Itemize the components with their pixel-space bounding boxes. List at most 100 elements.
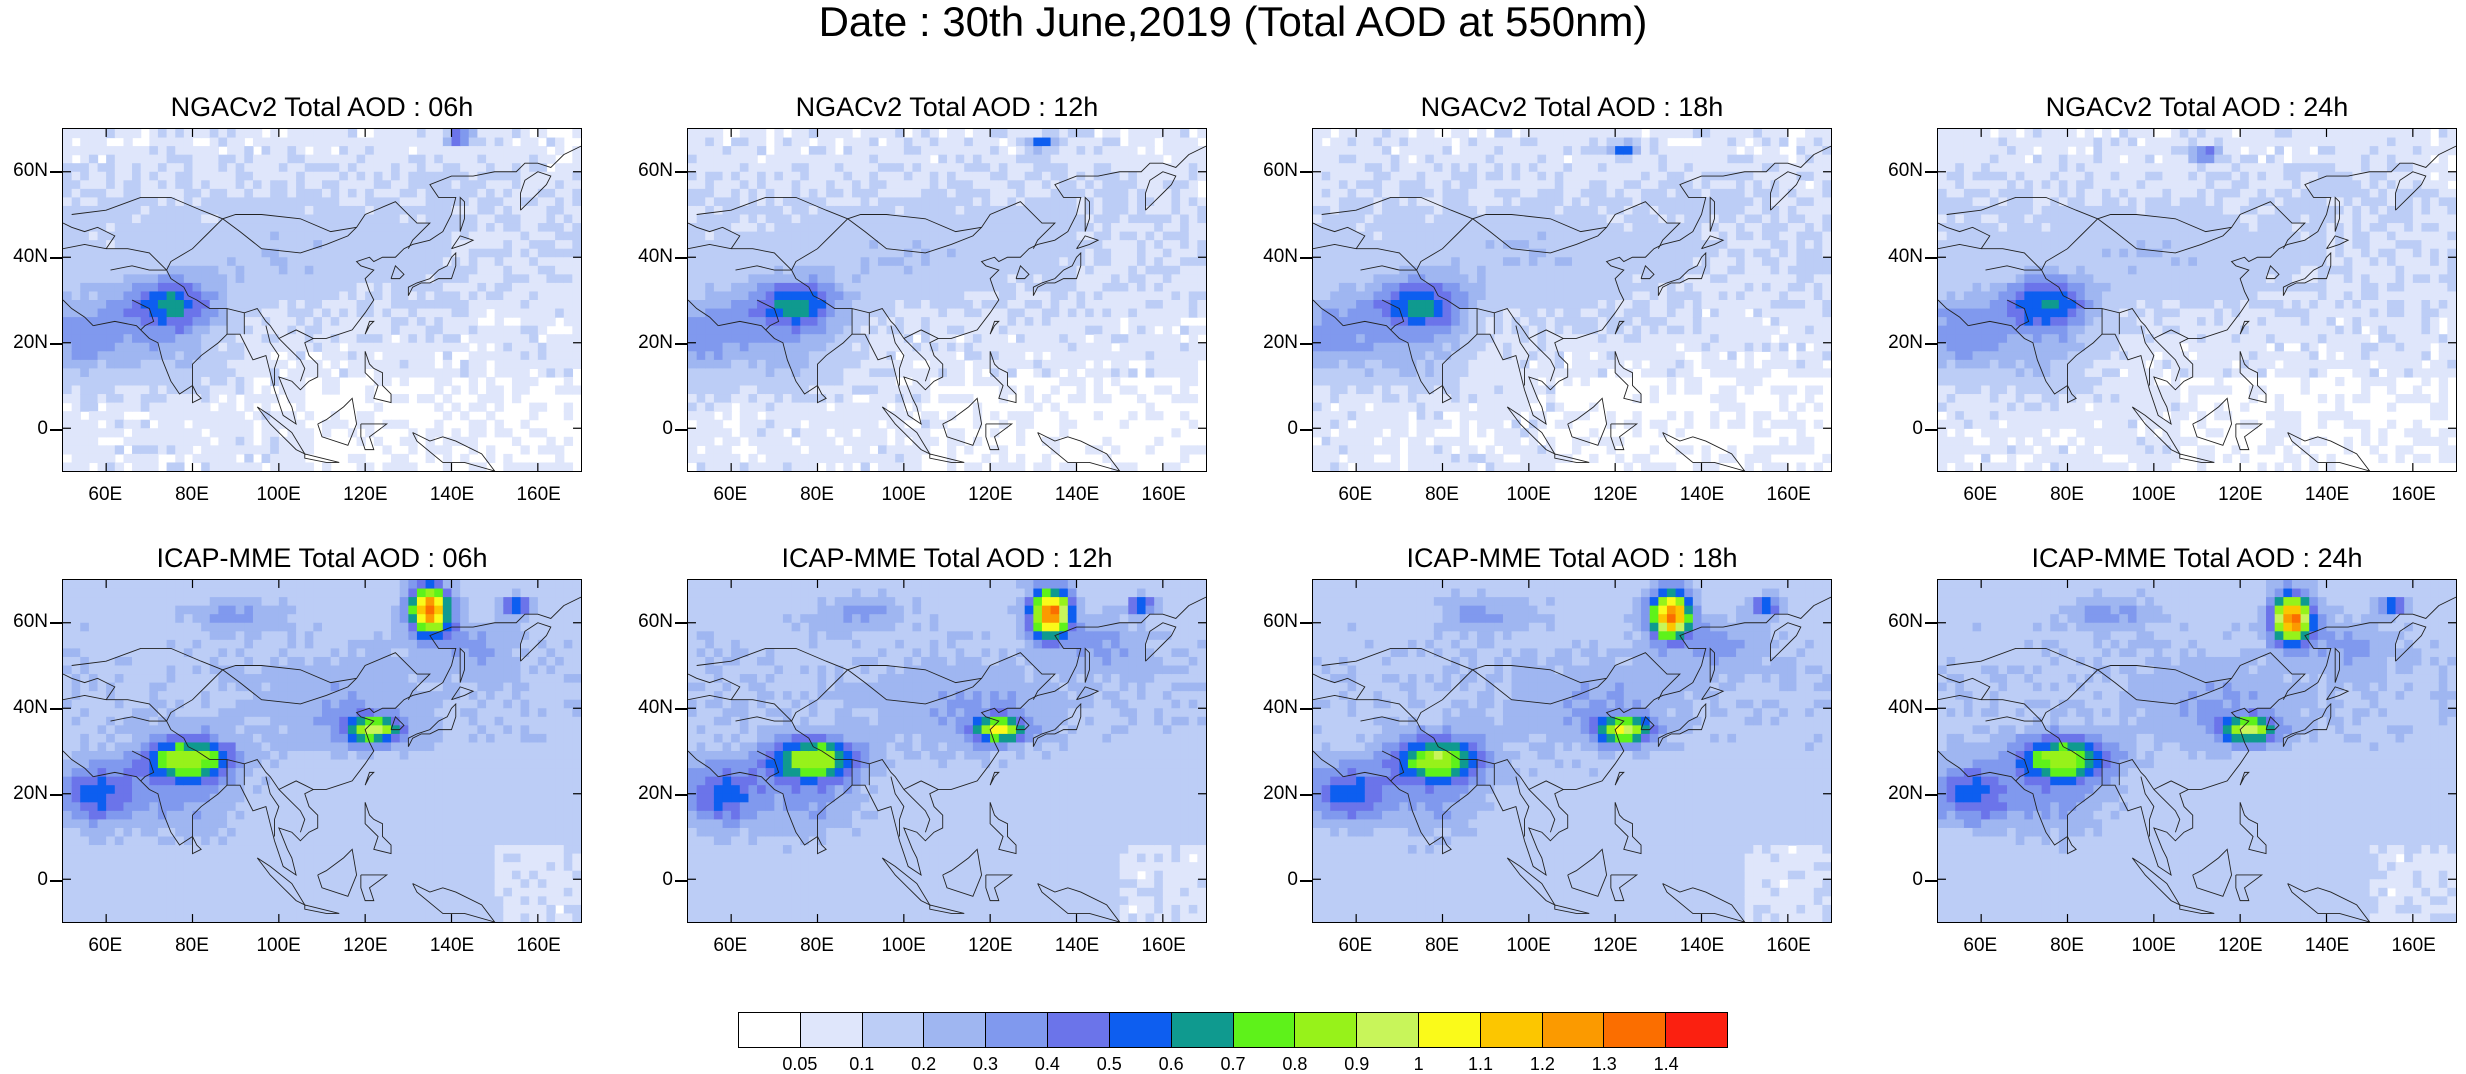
lat-tick — [1300, 880, 1312, 882]
lon-label: 140E — [422, 936, 482, 956]
lat-label: 40N — [1877, 247, 1923, 267]
colorbar-label: 1.4 — [1636, 1054, 1696, 1074]
figure-title: Date : 30th June,2019 (Total AOD at 550n… — [0, 0, 2466, 44]
lon-label: 80E — [787, 936, 847, 956]
lon-label: 60E — [1325, 936, 1385, 956]
colorbar-swatch — [1234, 1013, 1296, 1047]
lat-label: 60N — [2, 612, 48, 632]
lat-tick — [50, 429, 62, 431]
lat-label: 0 — [1877, 870, 1923, 890]
colorbar-swatch — [739, 1013, 801, 1047]
lat-tick — [1300, 622, 1312, 624]
lon-label: 120E — [960, 936, 1020, 956]
lat-label: 60N — [627, 612, 673, 632]
colorbar-label: 0.9 — [1327, 1054, 1387, 1074]
lat-tick — [1925, 171, 1937, 173]
colorbar-label: 1.1 — [1451, 1054, 1511, 1074]
lat-label: 20N — [627, 784, 673, 804]
panel-title: ICAP-MME Total AOD : 12h — [687, 543, 1207, 573]
lon-label: 160E — [2384, 936, 2444, 956]
lat-label: 60N — [1252, 161, 1298, 181]
lat-tick — [50, 622, 62, 624]
aod-map — [1312, 128, 1832, 472]
lon-label: 160E — [1134, 485, 1194, 505]
lon-label: 60E — [75, 485, 135, 505]
lat-label: 60N — [1252, 612, 1298, 632]
lon-label: 100E — [1499, 485, 1559, 505]
lat-label: 0 — [1252, 419, 1298, 439]
lat-label: 40N — [2, 698, 48, 718]
lat-tick — [675, 880, 687, 882]
lat-tick — [1925, 343, 1937, 345]
lon-label: 100E — [874, 936, 934, 956]
colorbar-swatch — [1666, 1013, 1727, 1047]
lat-label: 0 — [627, 419, 673, 439]
lat-label: 0 — [2, 870, 48, 890]
colorbar-swatch — [1110, 1013, 1172, 1047]
lon-label: 120E — [335, 936, 395, 956]
lat-tick — [50, 171, 62, 173]
colorbar-label: 0.1 — [832, 1054, 892, 1074]
lon-label: 80E — [2037, 485, 2097, 505]
lat-tick — [675, 429, 687, 431]
lon-label: 60E — [75, 936, 135, 956]
panel-title: NGACv2 Total AOD : 06h — [62, 92, 582, 122]
lat-tick — [50, 794, 62, 796]
colorbar-label: 0.3 — [956, 1054, 1016, 1074]
lon-label: 80E — [1412, 936, 1472, 956]
lat-tick — [50, 343, 62, 345]
lat-label: 20N — [1877, 333, 1923, 353]
colorbar-swatch — [1295, 1013, 1357, 1047]
lon-label: 80E — [162, 485, 222, 505]
colorbar-label: 0.05 — [770, 1054, 830, 1074]
lon-label: 60E — [1325, 485, 1385, 505]
aod-map — [1937, 579, 2457, 923]
panel-title: NGACv2 Total AOD : 12h — [687, 92, 1207, 122]
lon-label: 120E — [1585, 936, 1645, 956]
lat-tick — [1300, 171, 1312, 173]
lon-label: 80E — [787, 485, 847, 505]
lat-tick — [1925, 622, 1937, 624]
lon-label: 120E — [2210, 485, 2270, 505]
lon-label: 60E — [1950, 936, 2010, 956]
colorbar-swatch — [1543, 1013, 1605, 1047]
panel-title: NGACv2 Total AOD : 24h — [1937, 92, 2457, 122]
lon-label: 100E — [2124, 485, 2184, 505]
lon-label: 160E — [1134, 936, 1194, 956]
lat-tick — [675, 622, 687, 624]
lat-tick — [1300, 343, 1312, 345]
colorbar-swatch — [1604, 1013, 1666, 1047]
lat-tick — [1925, 257, 1937, 259]
colorbar-label: 0.8 — [1265, 1054, 1325, 1074]
colorbar-swatch — [1172, 1013, 1234, 1047]
lat-label: 20N — [1252, 333, 1298, 353]
colorbar-label: 0.7 — [1203, 1054, 1263, 1074]
lon-label: 160E — [509, 936, 569, 956]
lat-label: 20N — [1877, 784, 1923, 804]
colorbar-label: 0.6 — [1141, 1054, 1201, 1074]
colorbar-swatch — [801, 1013, 863, 1047]
lat-tick — [50, 708, 62, 710]
lat-label: 20N — [2, 784, 48, 804]
aod-map — [687, 579, 1207, 923]
colorbar-label: 0.2 — [894, 1054, 954, 1074]
lat-label: 40N — [627, 247, 673, 267]
lon-label: 100E — [874, 485, 934, 505]
lat-label: 0 — [2, 419, 48, 439]
lon-label: 100E — [249, 485, 309, 505]
lat-tick — [1300, 429, 1312, 431]
lat-label: 0 — [1877, 419, 1923, 439]
lat-tick — [50, 257, 62, 259]
lon-label: 80E — [162, 936, 222, 956]
colorbar-swatch — [1419, 1013, 1481, 1047]
lon-label: 100E — [249, 936, 309, 956]
lat-label: 40N — [627, 698, 673, 718]
panel-title: NGACv2 Total AOD : 18h — [1312, 92, 1832, 122]
aod-map — [62, 128, 582, 472]
colorbar — [738, 1012, 1728, 1048]
lat-tick — [675, 343, 687, 345]
